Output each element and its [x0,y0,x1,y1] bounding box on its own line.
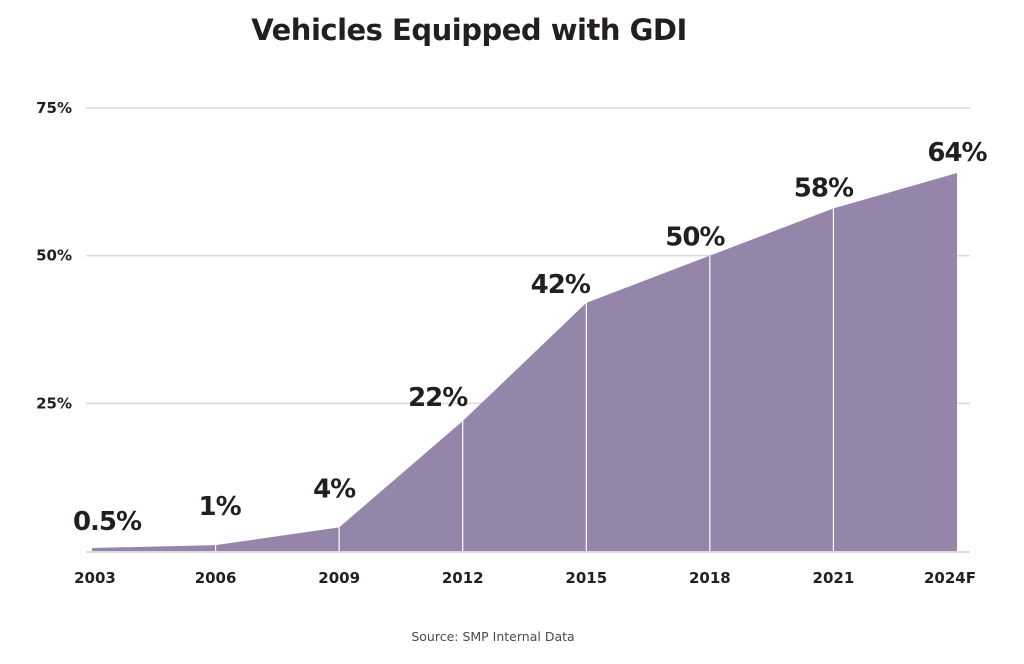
source-note: Source: SMP Internal Data [411,629,574,644]
year-dividers [214,208,835,551]
data-label: 22% [408,383,468,413]
chart-title: Vehicles Equipped with GDI [251,13,686,47]
x-tick-label: 2009 [318,569,360,587]
x-tick-label: 2015 [565,569,607,587]
data-label: 4% [313,474,356,504]
y-tick-label: 75% [36,99,72,117]
y-axis-ticks: 25% 50% 75% [36,99,72,412]
x-tick-label: 2024F [924,569,976,587]
data-label: 0.5% [73,507,142,537]
x-tick-label: 2018 [689,569,731,587]
x-axis-ticks: 2003 2006 2009 2012 2015 2018 2021 2024F [74,569,976,587]
data-label: 58% [794,173,854,203]
data-label: 42% [531,270,591,300]
data-label: 50% [665,223,725,253]
x-tick-label: 2012 [442,569,484,587]
data-label: 1% [198,492,241,522]
area-fill [92,172,957,551]
x-tick-label: 2003 [74,569,116,587]
x-tick-label: 2021 [813,569,855,587]
y-tick-label: 50% [36,247,72,265]
data-label: 64% [927,138,987,168]
y-tick-label: 25% [36,394,72,412]
data-labels: 0.5% 1% 4% 22% 42% 50% 58% 64% [73,138,989,537]
x-tick-label: 2006 [195,569,237,587]
